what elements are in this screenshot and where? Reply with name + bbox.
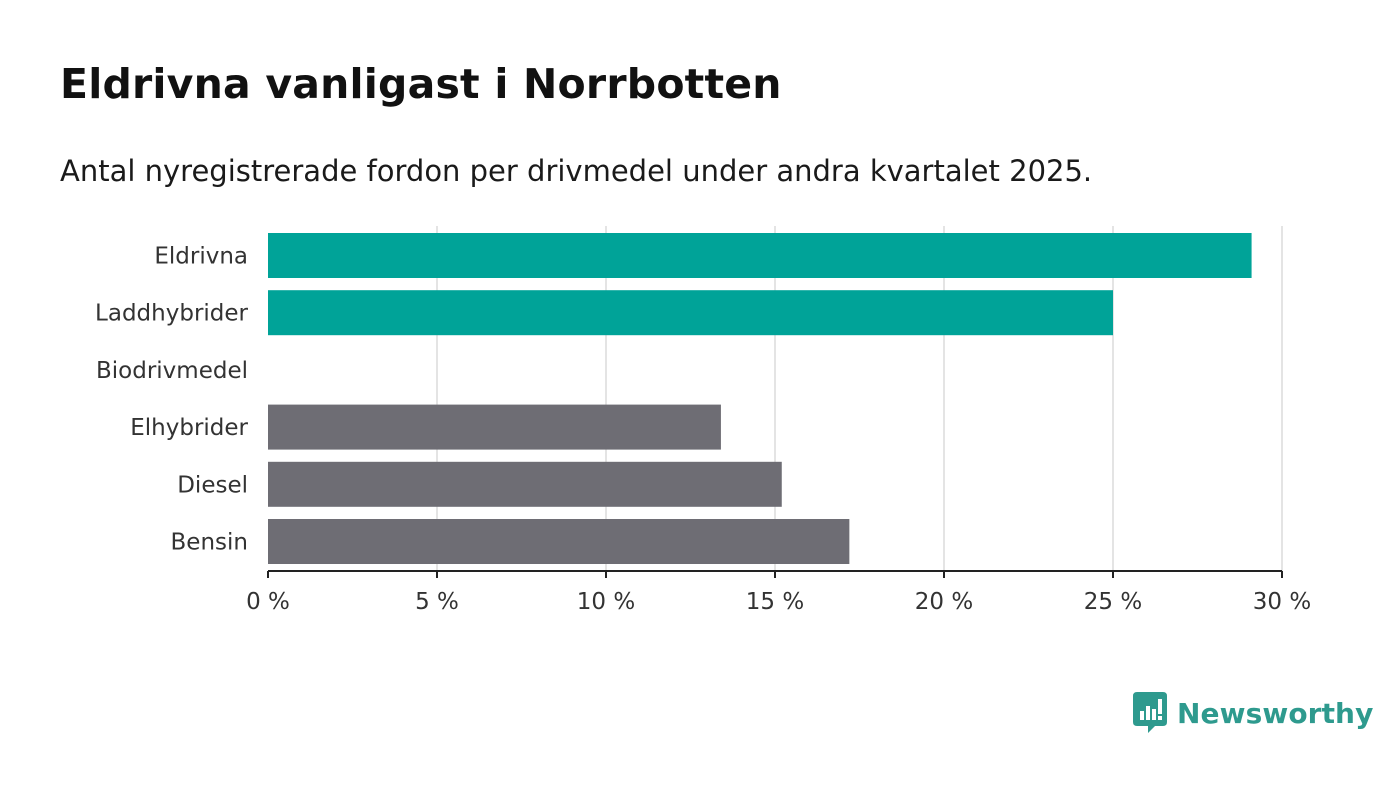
bars <box>268 233 1252 564</box>
category-labels: Eldrivna Laddhybrider Biodrivmedel Elhybrid… <box>95 244 248 556</box>
category-label: Bensin <box>171 530 248 556</box>
x-tick-label: 25 % <box>1084 589 1142 615</box>
x-tick-label: 0 % <box>246 589 290 615</box>
bar-diesel[interactable] <box>268 461 782 507</box>
x-tick-label: 20 % <box>915 589 973 615</box>
category-label: Diesel <box>177 472 248 498</box>
newsworthy-logo-icon <box>1133 692 1167 733</box>
x-tick-label: 30 % <box>1253 589 1311 615</box>
x-axis: 0 % 5 % 10 % 15 % 20 % 25 % 30 % <box>246 570 1311 615</box>
brand-name: Newsworthy <box>1177 696 1374 730</box>
chart-title: Eldrivna vanligast i Norrbotten <box>60 60 782 108</box>
bar-elhybrider[interactable] <box>268 404 721 450</box>
category-label: Laddhybrider <box>95 301 248 327</box>
x-tick-label: 10 % <box>577 589 635 615</box>
x-tick-label: 5 % <box>415 589 459 615</box>
bar-bensin[interactable] <box>268 519 850 564</box>
category-label: Eldrivna <box>154 244 248 270</box>
chart-subtitle: Antal nyregistrerade fordon per drivmede… <box>60 154 1093 188</box>
category-label: Biodrivmedel <box>96 358 248 384</box>
gridlines <box>436 226 1283 571</box>
bar-eldrivna[interactable] <box>268 233 1252 278</box>
bar-laddhybrider[interactable] <box>268 290 1113 336</box>
brand-logo[interactable]: Newsworthy <box>1133 692 1373 734</box>
category-label: Elhybrider <box>130 415 248 441</box>
x-tick-label: 15 % <box>746 589 804 615</box>
